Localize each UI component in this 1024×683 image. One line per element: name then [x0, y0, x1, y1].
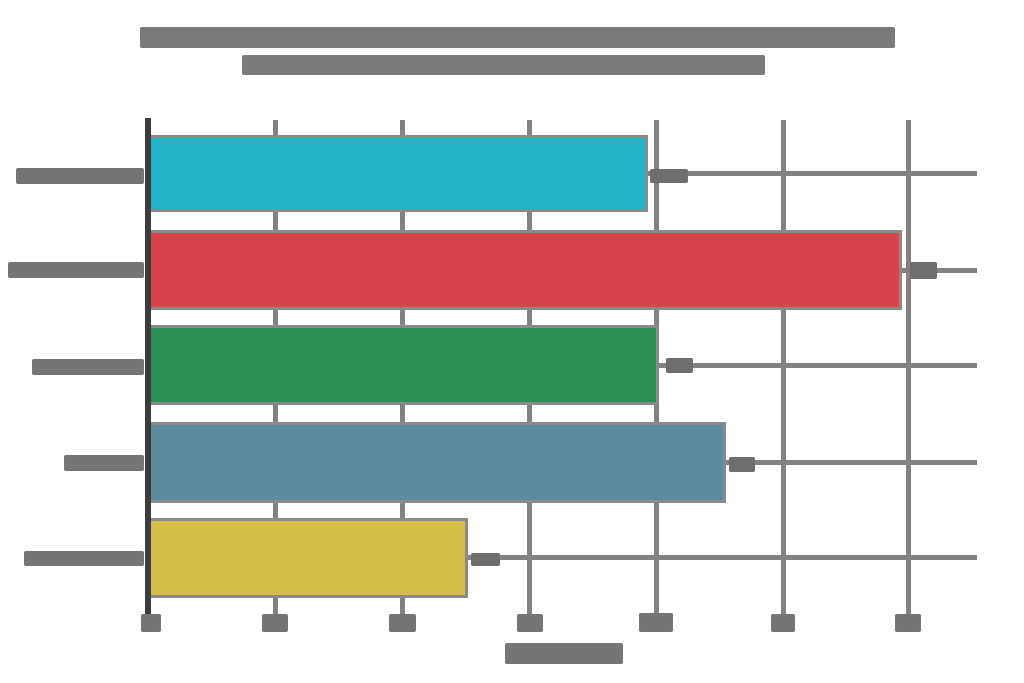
chart-title-redacted-line-1 [140, 27, 895, 48]
bar-3 [148, 325, 659, 405]
y-category-label-redacted-3 [32, 359, 144, 375]
y-category-label-redacted-2 [8, 262, 144, 278]
x-tick-label-redacted-2 [262, 614, 288, 632]
bar-value-label-redacted-4 [729, 457, 755, 472]
x-tick-label-redacted-7 [895, 614, 921, 632]
v-gridline [781, 120, 786, 616]
x-axis-label-redacted [505, 643, 623, 664]
x-tick-label-redacted-4 [517, 614, 543, 632]
bar-4 [148, 422, 726, 503]
h-gridline [148, 555, 977, 560]
bar-value-label-redacted-3 [666, 358, 693, 373]
y-axis-line [145, 118, 151, 622]
v-gridline [906, 120, 911, 616]
x-tick-label-redacted-6 [771, 614, 795, 632]
x-tick-label-redacted-5 [639, 613, 673, 632]
bar-5 [148, 518, 468, 598]
bar-value-label-redacted-2 [910, 262, 937, 279]
y-category-label-redacted-1 [16, 168, 144, 184]
y-category-label-redacted-5 [24, 551, 144, 566]
bar-value-label-redacted-1 [650, 169, 688, 183]
bar-value-label-redacted-5 [471, 553, 500, 566]
y-category-label-redacted-4 [64, 455, 144, 471]
chart-title-redacted-line-2 [242, 55, 765, 75]
bar-2 [148, 230, 902, 310]
x-tick-label-redacted-1 [141, 614, 161, 632]
bar-1 [148, 135, 648, 212]
x-tick-label-redacted-3 [389, 614, 416, 632]
